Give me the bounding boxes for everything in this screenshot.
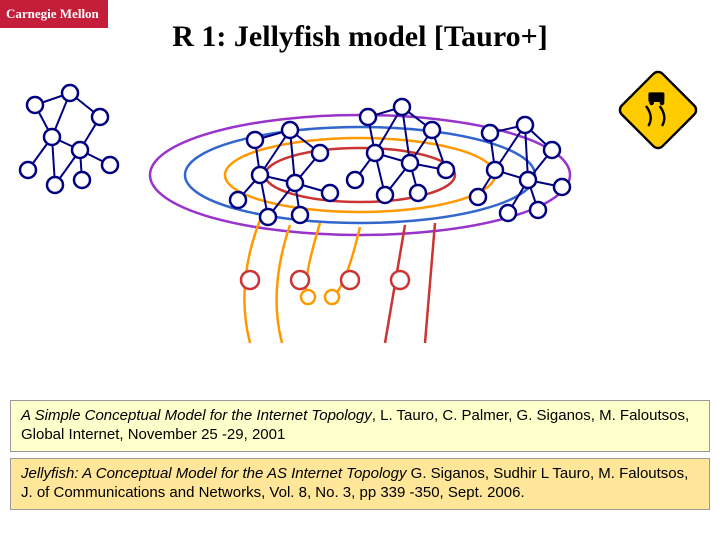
reference-1: A Simple Conceptual Model for the Intern…	[10, 400, 710, 452]
reference-1-title: A Simple Conceptual Model for the Intern…	[21, 407, 372, 424]
reference-2-title: Jellyfish: A Conceptual Model for the AS…	[21, 465, 407, 482]
jellyfish-diagram	[0, 75, 720, 385]
slide-title: R 1: Jellyfish model [Tauro+]	[0, 20, 720, 54]
reference-2: Jellyfish: A Conceptual Model for the AS…	[10, 458, 710, 510]
